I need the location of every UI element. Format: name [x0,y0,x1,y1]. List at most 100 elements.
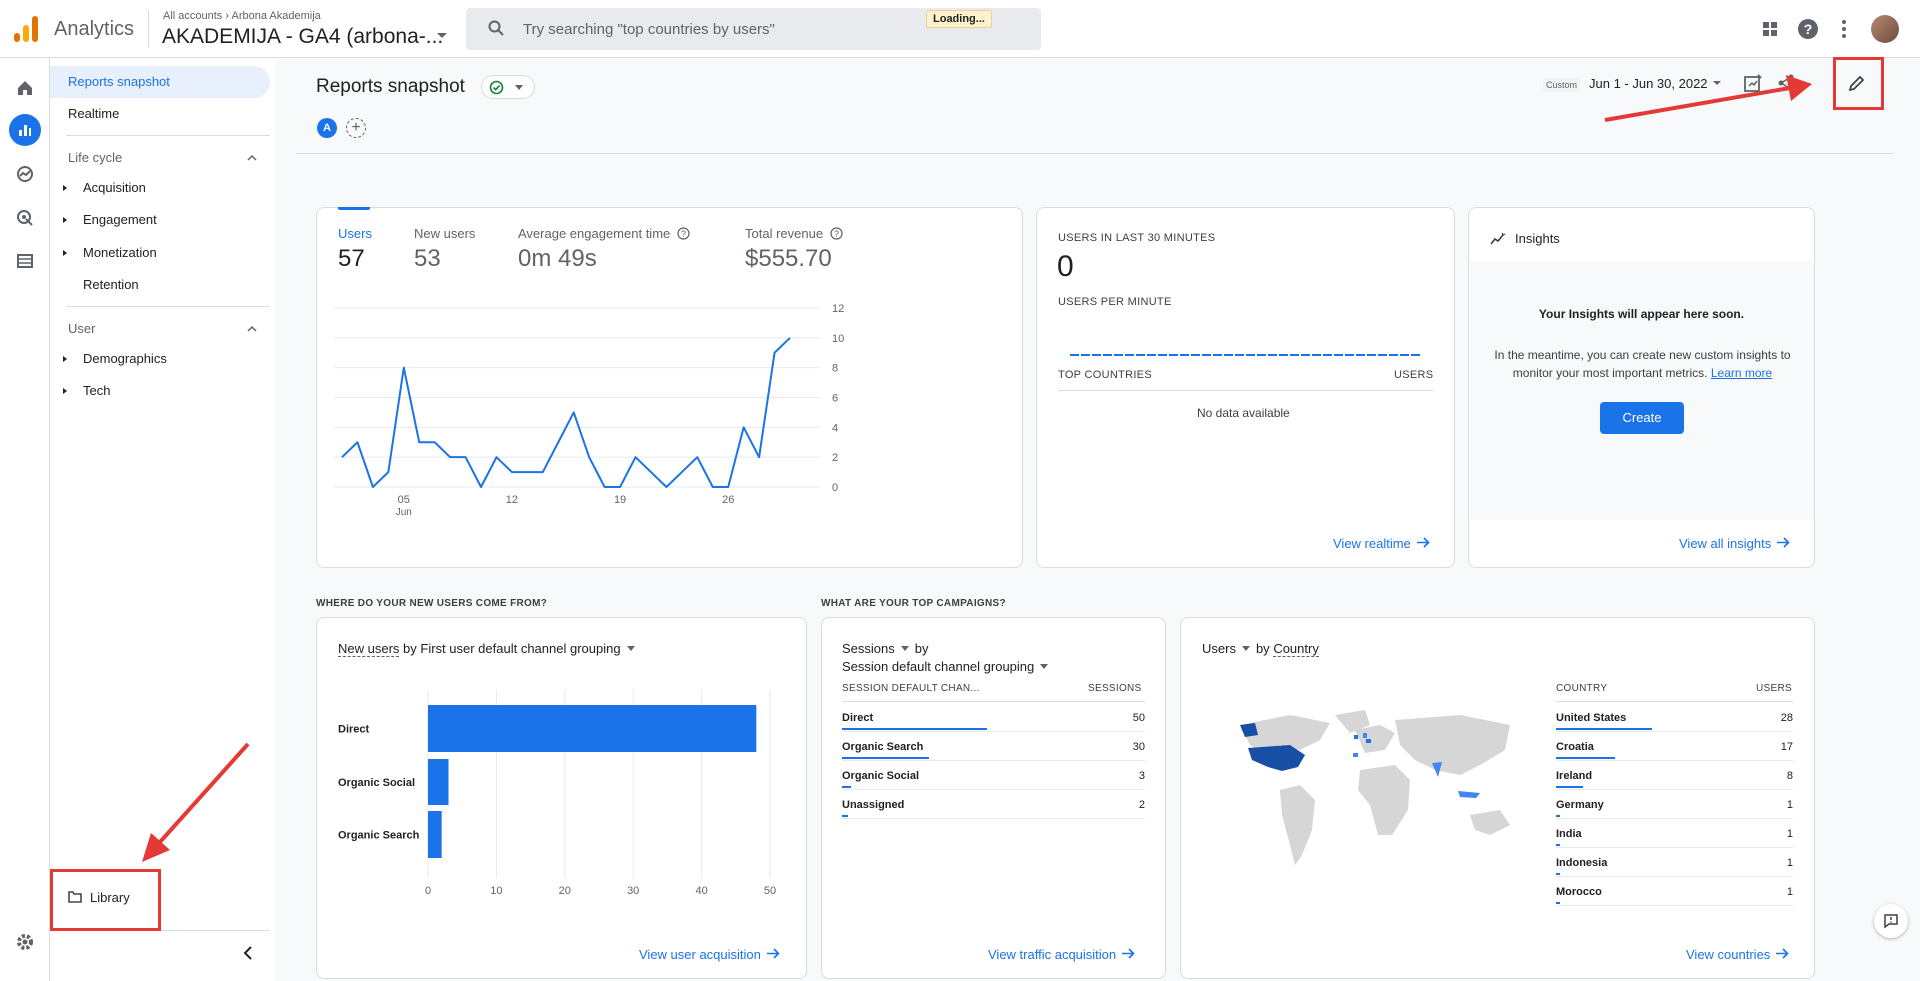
expand-triangle-icon[interactable] [63,250,67,256]
breadcrumb-all-accounts[interactable]: All accounts [163,10,223,22]
view-traffic-acquisition-link[interactable]: View traffic acquisition [988,947,1135,962]
users-series-line[interactable] [341,337,791,488]
explore-icon[interactable] [9,158,41,190]
feedback-button[interactable] [1874,904,1908,938]
table-row[interactable]: India 1 [1556,828,1793,850]
collapse-chevron-left-icon[interactable] [243,946,253,960]
caret-down-icon[interactable] [1241,646,1250,651]
nav-acquisition[interactable]: Acquisition [50,172,270,204]
settings-gear-icon[interactable] [9,926,41,958]
metric-tab-users[interactable]: Users 57 [338,226,372,273]
view-realtime-link[interactable]: View realtime [1333,536,1430,551]
map-india[interactable] [1432,762,1442,777]
insights-headline: Your Insights will appear here soon. [1538,307,1745,321]
metric-tab-new-users[interactable]: New users 53 [414,226,475,273]
help-outline-icon[interactable]: ? [830,227,843,240]
acquisition-card-title[interactable]: New users by First user default channel … [338,641,635,657]
nav-library[interactable]: Library [68,890,130,905]
create-insight-button[interactable]: Create [1600,402,1684,434]
expand-triangle-icon[interactable] [63,356,67,362]
world-map[interactable] [1220,705,1530,895]
metric-selector[interactable]: Sessions [842,641,895,656]
table-row[interactable]: Direct 50 [842,712,1145,734]
caret-down-icon[interactable] [626,646,635,651]
metric-tab-total-revenue[interactable]: Total revenue ? $555.70 [745,226,843,273]
table-row[interactable]: Germany 1 [1556,799,1793,821]
expand-triangle-icon[interactable] [63,388,67,394]
add-comparison-button[interactable]: + [346,118,366,138]
reports-icon[interactable] [9,114,41,146]
table-row[interactable]: Unassigned 2 [842,799,1145,821]
search-placeholder[interactable]: Try searching "top countries by users" [523,21,775,38]
table-row[interactable]: United States 28 [1556,712,1793,734]
caret-down-icon[interactable] [900,646,909,651]
map-indonesia[interactable] [1458,791,1480,798]
countries-card-title[interactable]: Users by Country [1202,641,1319,657]
metric-selector[interactable]: Users [1202,641,1236,656]
learn-more-link[interactable]: Learn more [1710,366,1773,380]
campaigns-card-title[interactable]: Sessions by [842,641,928,656]
advertising-icon[interactable] [9,202,41,234]
analytics-logo[interactable] [14,14,38,42]
map-morocco[interactable] [1353,753,1358,757]
nav-section-user[interactable]: User [68,321,96,336]
avatar[interactable] [1871,15,1899,43]
map-croatia[interactable] [1366,739,1371,743]
expand-triangle-icon[interactable] [63,185,67,191]
property-selector[interactable]: AKADEMIJA - GA4 (arbona-... [162,25,444,48]
chevron-up-icon[interactable] [247,153,257,163]
table-row[interactable]: Organic Social 3 [842,770,1145,792]
table-row[interactable]: Indonesia 1 [1556,857,1793,879]
customize-report-icon[interactable] [1743,73,1763,93]
table-row[interactable]: Organic Search 30 [842,741,1145,763]
chevron-up-icon[interactable] [247,324,257,334]
property-caret-icon[interactable] [437,33,447,38]
map-ireland[interactable] [1354,735,1358,739]
dimension-selector[interactable]: by First user default channel grouping [403,641,621,656]
nav-section-lifecycle[interactable]: Life cycle [68,150,123,165]
nav-demographics[interactable]: Demographics [50,343,270,375]
table-row[interactable]: Morocco 1 [1556,886,1793,908]
report-status-dropdown[interactable] [481,75,535,99]
view-user-acquisition-link[interactable]: View user acquisition [639,947,780,962]
expand-triangle-icon[interactable] [63,217,67,223]
dimension-selector[interactable]: Country [1273,641,1319,657]
table-row[interactable]: Croatia 17 [1556,741,1793,763]
new-users-bar-chart[interactable]: 0 10 20 30 40 50 Direct Organic Social Organic S… [330,680,790,905]
view-traffic-acquisition-label: View traffic acquisition [988,947,1117,962]
nav-monetization[interactable]: Monetization [50,237,270,269]
table-row[interactable]: Ireland 8 [1556,770,1793,792]
view-countries-link[interactable]: View countries [1686,947,1789,962]
metric-selector[interactable]: New users [338,641,400,657]
dimension-selector[interactable]: Session default channel grouping [842,659,1049,674]
breadcrumb-account[interactable]: Arbona Akademija [231,10,321,22]
bar-organic-social[interactable] [428,759,449,805]
nav-reports-snapshot[interactable]: Reports snapshot [50,66,270,98]
nav-realtime[interactable]: Realtime [68,106,120,121]
app-title[interactable]: Analytics [54,18,135,40]
map-alaska[interactable] [1240,723,1258,737]
help-outline-icon[interactable]: ? [677,227,690,240]
edit-pencil-icon[interactable] [1847,73,1867,93]
metric-tab-engagement-time[interactable]: Average engagement time ? 0m 49s [518,226,690,273]
configure-list-icon[interactable] [9,245,41,277]
home-icon[interactable] [9,72,41,104]
nav-engagement[interactable]: Engagement [50,204,270,236]
view-countries-label: View countries [1686,947,1771,962]
help-icon[interactable]: ? [1796,17,1820,41]
share-icon[interactable] [1776,73,1796,93]
date-caret-icon[interactable] [1713,81,1721,85]
apps-grid-icon[interactable] [1758,17,1782,41]
bar-organic-search[interactable] [428,811,442,858]
date-range-picker[interactable]: Jun 1 - Jun 30, 2022 [1589,76,1708,91]
breadcrumb[interactable]: All accounts › Arbona Akademija [163,10,321,22]
nav-retention[interactable]: Retention [50,269,270,301]
more-vert-icon[interactable] [1832,17,1856,41]
bar-direct[interactable] [428,705,757,752]
comparison-avatar[interactable]: A [317,118,337,138]
nav-tech[interactable]: Tech [50,375,270,407]
map-germany[interactable] [1363,733,1367,738]
view-insights-link[interactable]: View all insights [1679,536,1790,551]
map-united-states[interactable] [1248,745,1305,771]
